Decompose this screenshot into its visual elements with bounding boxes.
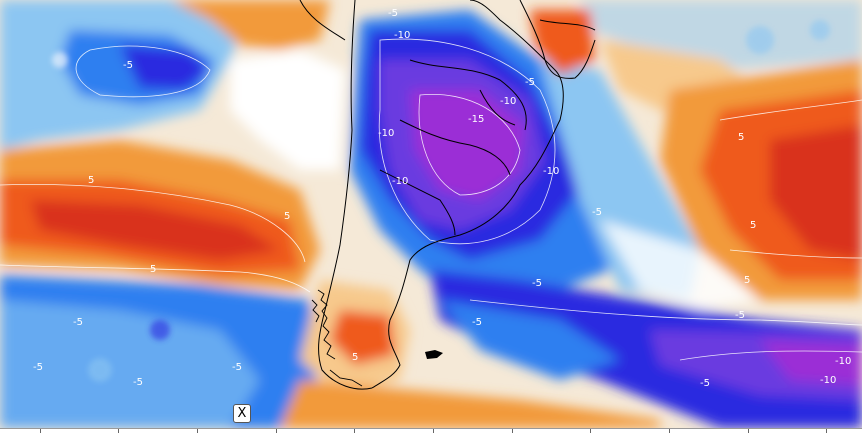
axis-tick	[512, 429, 513, 433]
axis-tick	[118, 429, 119, 433]
cold-region-southwest-light	[0, 300, 260, 428]
contour-label: -10	[820, 375, 836, 386]
cold-tongue-southeast-mid	[440, 300, 620, 380]
axis-tick	[748, 429, 749, 433]
contour-label: -5	[73, 317, 83, 328]
border-6	[299, 0, 346, 41]
warm-strip-south	[280, 380, 660, 428]
contour-label: 5	[738, 132, 744, 143]
contour-lines	[0, 38, 862, 361]
contour-label: -10	[543, 166, 559, 177]
contour-label: -5	[33, 362, 43, 373]
axis-tick	[40, 429, 41, 433]
contour-label: -5	[232, 362, 242, 373]
axis-tick	[669, 429, 670, 433]
border-1	[409, 59, 527, 131]
contour-label: -5	[735, 310, 745, 321]
axis-tick	[590, 429, 591, 433]
axis-tick	[197, 429, 198, 433]
border-7	[539, 19, 596, 31]
neutral-zone-east	[600, 220, 760, 310]
warm-region-top	[170, 0, 330, 50]
border-4	[479, 89, 516, 126]
contour-label: 5	[750, 220, 756, 231]
warm-band-west-deep	[30, 200, 280, 260]
axis-tick	[276, 429, 277, 433]
contour-label: -10	[392, 176, 408, 187]
contour-label: 5	[352, 352, 358, 363]
anomaly-speckles	[52, 20, 830, 382]
contour-label: 5	[150, 264, 156, 275]
coastlines	[299, 0, 596, 390]
contour-label: -5	[592, 207, 602, 218]
contour-label: -10	[500, 96, 516, 107]
axis-tick	[826, 429, 827, 433]
chile-islands	[311, 289, 363, 387]
falkland-islands	[425, 350, 443, 359]
contour-label: -5	[133, 377, 143, 388]
warm-region-east-deep	[770, 125, 862, 260]
axis-tick	[433, 429, 434, 433]
coastline-east	[371, 0, 564, 389]
contour-label: -15	[468, 114, 484, 125]
contour-label: -5	[700, 378, 710, 389]
warm-core-patagonia	[330, 310, 395, 365]
coastline-west	[318, 0, 373, 390]
contour-label: -10	[835, 356, 851, 367]
location-marker[interactable]: X	[233, 404, 251, 423]
contour-label: -5	[525, 77, 535, 88]
contour-labels: -5 -5 -5 -5 -5 -5 -5 -5 -5 -5 -5 -5 -10 …	[33, 8, 851, 389]
border-5	[519, 0, 596, 79]
contour-label: -5	[388, 8, 398, 19]
border-2	[399, 119, 511, 176]
contour-label: -5	[472, 317, 482, 328]
contour-label: -5	[123, 60, 133, 71]
border-3	[379, 169, 456, 236]
map-bottom-axis	[0, 428, 862, 436]
contour-label: -5	[532, 278, 542, 289]
warm-core-north	[530, 10, 595, 75]
contour-label: -10	[394, 30, 410, 41]
contour-label: 5	[744, 275, 750, 286]
contour-label: 5	[284, 211, 290, 222]
neutral-zone-west	[230, 50, 345, 170]
contour-label: 5	[88, 175, 94, 186]
contour-label: -10	[378, 128, 394, 139]
axis-tick	[354, 429, 355, 433]
